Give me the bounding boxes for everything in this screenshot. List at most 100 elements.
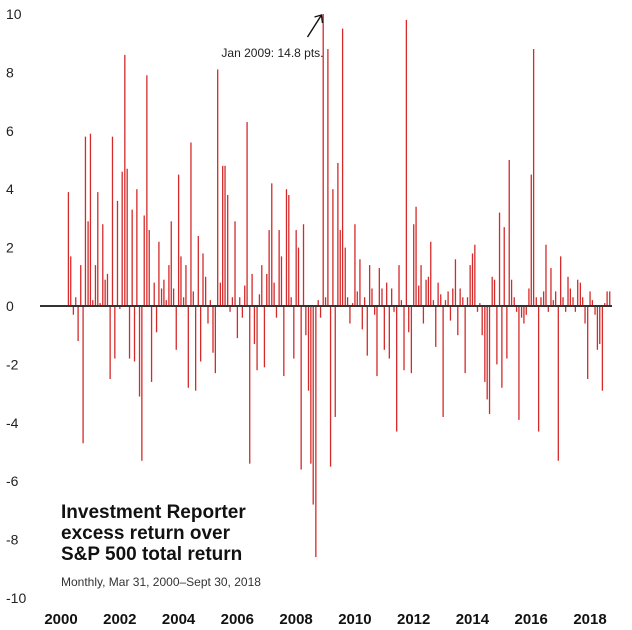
bar	[354, 224, 356, 306]
bar	[589, 291, 591, 306]
bar	[574, 306, 577, 312]
bar	[295, 230, 297, 306]
bar	[420, 265, 422, 306]
bar	[440, 294, 442, 306]
x-tick-label: 2000	[44, 611, 77, 628]
bar	[204, 276, 207, 306]
bar	[596, 306, 599, 350]
y-tick-label: 4	[6, 181, 14, 197]
bar	[97, 192, 99, 306]
bar	[408, 306, 410, 333]
bar	[271, 183, 273, 306]
bar	[471, 253, 474, 306]
bar	[227, 195, 229, 306]
bar	[150, 306, 153, 382]
bar	[498, 212, 501, 306]
bar	[246, 122, 248, 306]
bar	[197, 235, 199, 306]
bar	[410, 306, 413, 374]
bar	[109, 306, 111, 379]
bars-group	[67, 14, 611, 558]
bar	[577, 279, 579, 306]
bar	[253, 306, 256, 344]
bar	[435, 306, 437, 347]
bar	[587, 306, 589, 379]
bar	[449, 306, 452, 321]
bar	[275, 306, 278, 318]
bar	[231, 297, 234, 306]
y-tick-label: 10	[6, 6, 22, 22]
bar	[187, 306, 189, 388]
bar	[80, 265, 82, 306]
bar	[447, 291, 449, 306]
bar	[143, 215, 145, 306]
bar	[290, 297, 292, 306]
bar	[341, 28, 344, 306]
y-tick-label: -2	[6, 356, 19, 372]
bar	[339, 230, 341, 306]
bar	[111, 136, 114, 306]
bar	[75, 297, 77, 306]
bar	[87, 221, 89, 306]
x-tick-label: 2006	[221, 611, 254, 628]
bar	[256, 306, 258, 371]
bar	[153, 282, 155, 306]
bar	[373, 306, 376, 315]
bar	[545, 244, 547, 306]
bar	[523, 306, 525, 324]
bar	[266, 273, 268, 306]
y-tick-label: -4	[6, 415, 19, 431]
bar	[547, 306, 549, 312]
bar	[418, 285, 420, 306]
bar	[537, 306, 540, 432]
bar	[219, 282, 221, 306]
bar	[319, 306, 322, 318]
bar	[430, 241, 432, 306]
bar	[106, 273, 109, 306]
bar	[437, 282, 439, 306]
x-tick-label: 2014	[456, 611, 490, 628]
bar	[329, 306, 332, 467]
bar	[442, 306, 444, 417]
bar	[503, 227, 505, 306]
bar	[200, 306, 202, 362]
bar	[251, 273, 253, 306]
bar	[493, 279, 496, 306]
bar	[432, 300, 435, 306]
bar	[363, 297, 366, 306]
annotation: Jan 2009: 14.8 pts.	[221, 14, 324, 60]
bar	[116, 200, 119, 306]
bar	[388, 306, 390, 359]
bar	[89, 133, 92, 306]
bar	[396, 306, 398, 432]
bar	[177, 174, 180, 306]
bar	[513, 297, 515, 306]
bar	[207, 306, 209, 324]
bar	[104, 279, 106, 306]
bar	[532, 49, 535, 306]
y-tick-label: 6	[6, 123, 14, 139]
annotation-text: Jan 2009: 14.8 pts.	[221, 46, 323, 60]
bar	[322, 14, 324, 306]
bar	[268, 230, 270, 306]
bar	[393, 306, 395, 312]
bar	[337, 162, 339, 306]
bar	[146, 75, 148, 306]
bar	[368, 265, 371, 306]
bar	[195, 306, 197, 391]
bar	[569, 288, 572, 306]
bar	[361, 306, 363, 330]
bar	[190, 142, 192, 306]
bar	[469, 265, 471, 306]
bar	[136, 189, 138, 306]
bar	[278, 230, 280, 306]
x-tick-label: 2018	[573, 611, 606, 628]
bar	[283, 306, 285, 377]
bar	[280, 256, 283, 306]
bar	[520, 306, 523, 318]
bar	[391, 288, 393, 306]
bar	[124, 54, 126, 306]
bar	[307, 306, 310, 391]
bar	[466, 297, 469, 306]
bar	[405, 19, 408, 307]
